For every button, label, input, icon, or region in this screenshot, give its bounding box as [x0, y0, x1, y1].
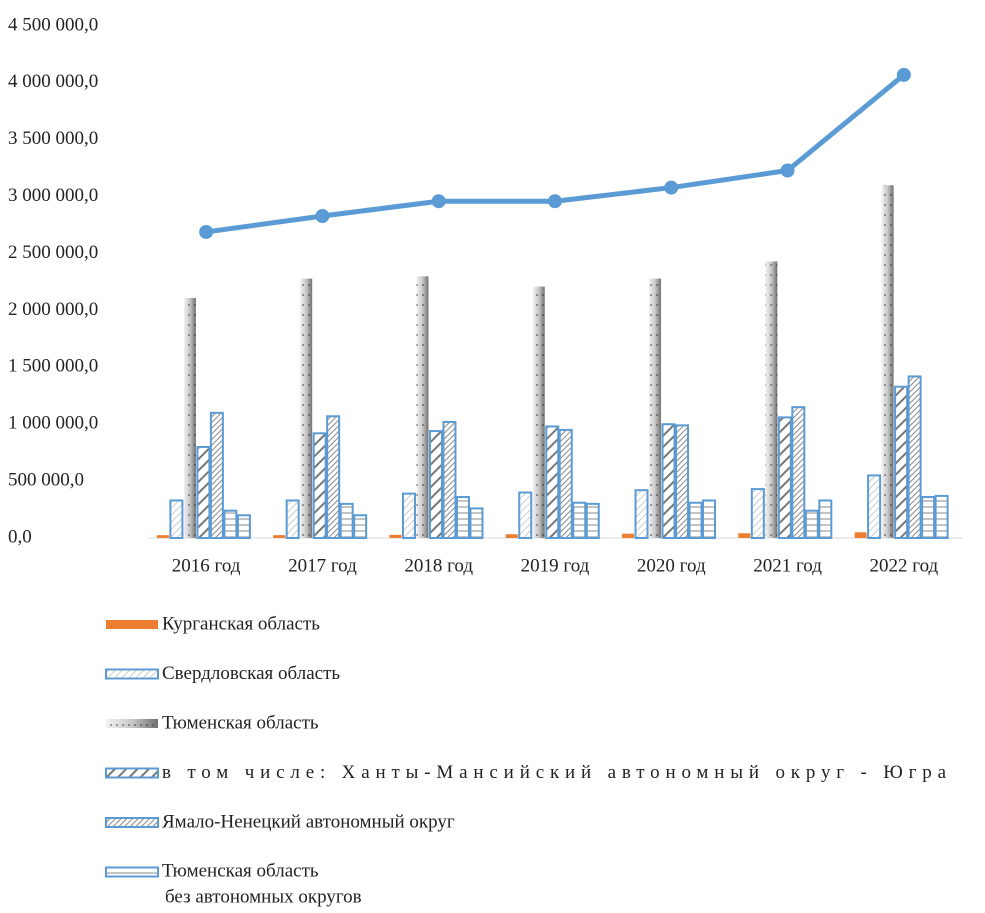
bar: [854, 532, 867, 538]
legend-swatch: [105, 866, 159, 878]
bar: [777, 416, 792, 540]
y-tick-label: 2 500 000,0: [8, 242, 98, 263]
legend-swatch: [105, 668, 159, 680]
bar: [634, 489, 649, 540]
bar: [622, 533, 635, 538]
legend-swatch: [106, 620, 158, 629]
y-tick-label: 3 500 000,0: [8, 128, 98, 149]
line-marker: [199, 224, 214, 239]
bar: [285, 499, 300, 540]
bar: [442, 420, 457, 539]
bar: [223, 509, 238, 539]
legend-label: Ямало-Ненецкий автономный округ: [162, 811, 455, 832]
line-series: [205, 72, 906, 235]
bar: [169, 499, 184, 540]
bar-texture: [881, 185, 894, 539]
line-marker: [548, 194, 562, 209]
bar-texture: [300, 278, 313, 538]
y-tick-label: 2 000 000,0: [8, 299, 98, 320]
bar-texture: [416, 276, 429, 538]
bar: [196, 445, 211, 540]
bar: [389, 534, 402, 538]
bar: [236, 514, 251, 540]
bar: [867, 474, 882, 539]
bar: [469, 507, 484, 540]
bar: [353, 514, 368, 540]
bar: [326, 415, 341, 540]
bar: [818, 499, 833, 540]
y-tick-label: 500 000,0: [8, 469, 84, 490]
legend-label: Тюменская область без автономных округов: [162, 861, 362, 908]
bar: [455, 496, 470, 540]
bar: [572, 501, 587, 539]
line-marker: [664, 180, 679, 195]
bar: [585, 502, 600, 540]
bar: [156, 535, 169, 538]
bar-texture: [765, 261, 778, 538]
bar: [505, 534, 518, 538]
y-tick-label: 4 500 000,0: [8, 14, 98, 35]
x-tick-label: 2016 год: [172, 555, 241, 576]
x-tick-label: 2019 год: [521, 555, 590, 576]
bar: [401, 492, 416, 540]
bar: [702, 499, 717, 540]
bar: [688, 501, 703, 539]
bar-texture: [649, 278, 662, 538]
bar: [545, 425, 560, 539]
bar: [339, 502, 354, 540]
bar: [558, 428, 573, 539]
y-tick-label: 0,0: [8, 526, 32, 547]
bar-texture: [106, 719, 158, 728]
bar: [661, 423, 676, 540]
bar: [428, 430, 443, 539]
legend-swatch: [105, 767, 159, 779]
bar-texture: [183, 297, 196, 538]
line-marker: [431, 194, 446, 209]
line-marker: [896, 67, 911, 82]
bar: [921, 496, 936, 540]
bar: [273, 535, 286, 538]
bar: [750, 488, 765, 540]
bar: [518, 491, 533, 540]
bar: [209, 411, 224, 540]
bar: [312, 432, 327, 539]
legend-swatch: [105, 817, 159, 828]
bar: [791, 406, 806, 539]
legend-label: Тюменская область: [162, 712, 319, 733]
x-tick-label: 2020 год: [637, 555, 706, 576]
y-tick-label: 1 500 000,0: [8, 356, 98, 377]
y-tick-label: 3 000 000,0: [8, 185, 98, 206]
x-tick-label: 2021 год: [753, 555, 822, 576]
bar-texture: [532, 286, 545, 538]
legend-label: Курганская область: [162, 613, 320, 634]
bar: [894, 385, 909, 540]
x-tick-label: 2017 год: [288, 555, 357, 576]
y-tick-label: 4 000 000,0: [8, 71, 98, 92]
x-tick-label: 2018 год: [404, 555, 473, 576]
line-marker: [780, 163, 795, 178]
bar: [675, 424, 690, 539]
legend-label: Свердловская область: [162, 663, 340, 684]
bar: [738, 533, 751, 538]
bar: [934, 494, 949, 539]
x-tick-label: 2022 год: [870, 555, 939, 576]
line-marker: [315, 209, 330, 224]
legend-label: в том числе: Ханты-Мансийский автономный…: [162, 762, 947, 783]
bar: [804, 509, 819, 539]
y-tick-label: 1 000 000,0: [8, 413, 98, 434]
bar: [907, 375, 922, 539]
